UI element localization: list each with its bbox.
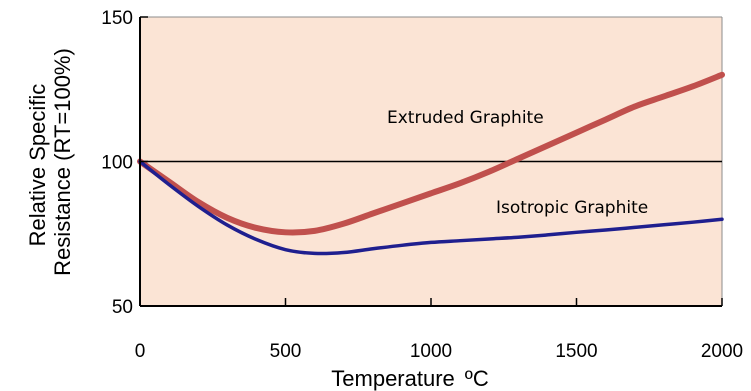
x-tick-label: 1500 — [555, 341, 597, 362]
series-label-isotropic: Isotropic Graphite — [496, 198, 648, 218]
y-axis-title-line-2: Resistance (RT=100%) — [50, 48, 75, 276]
series-line-extruded — [137, 71, 725, 236]
y-axis-title-line-1: Relative Specific — [25, 84, 50, 247]
series-label-extruded: Extruded Graphite — [387, 108, 544, 128]
x-axis-unit: ºC — [465, 366, 489, 391]
y-tick-label: 100 — [101, 153, 133, 174]
y-tick-label: 150 — [101, 8, 133, 29]
x-tick-label: 0 — [135, 341, 146, 362]
y-axis-title: Relative Specific Resistance (RT=100%) — [25, 48, 75, 276]
series-line-isotropic — [138, 159, 724, 256]
y-tick-label: 50 — [112, 297, 133, 318]
tick-layer: 0 500 1000 1500 2000 50 100 150 — [101, 8, 743, 362]
x-axis-title: Temperature ºC — [331, 366, 489, 391]
series-layer — [137, 71, 725, 256]
x-tick-label: 2000 — [701, 341, 743, 362]
x-axis-title-text: Temperature — [331, 366, 455, 391]
x-tick-label: 1000 — [410, 341, 452, 362]
x-tick-label: 500 — [270, 341, 302, 362]
